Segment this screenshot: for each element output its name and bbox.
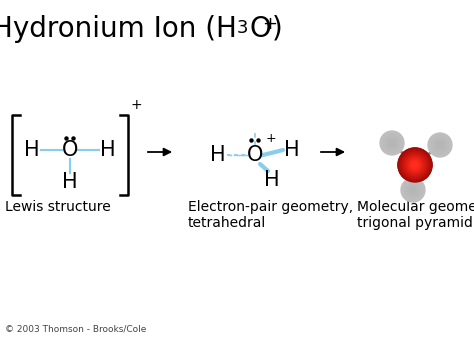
Circle shape (412, 162, 418, 168)
Circle shape (402, 152, 428, 178)
Circle shape (380, 131, 404, 155)
Circle shape (432, 137, 448, 153)
Circle shape (410, 160, 420, 170)
Circle shape (402, 179, 424, 201)
Circle shape (407, 157, 423, 173)
Circle shape (385, 136, 399, 150)
Circle shape (435, 140, 445, 150)
Circle shape (404, 181, 422, 199)
Circle shape (405, 155, 425, 175)
Text: © 2003 Thomson - Brooks/Cole: © 2003 Thomson - Brooks/Cole (5, 324, 146, 333)
Circle shape (409, 159, 421, 171)
Text: Electron-pair geometry,
tetrahedral: Electron-pair geometry, tetrahedral (188, 200, 353, 230)
Circle shape (399, 149, 431, 181)
Circle shape (410, 160, 420, 170)
Circle shape (388, 139, 396, 147)
Circle shape (401, 151, 429, 179)
Text: H: H (100, 140, 116, 160)
Circle shape (403, 153, 427, 177)
Circle shape (439, 144, 441, 146)
Circle shape (401, 178, 425, 202)
Circle shape (431, 136, 449, 154)
Circle shape (436, 141, 444, 149)
Circle shape (413, 163, 417, 167)
Text: +: + (131, 98, 143, 112)
Text: H: H (210, 145, 226, 165)
Text: O: O (62, 140, 78, 160)
Circle shape (409, 159, 421, 171)
Circle shape (403, 180, 423, 200)
Text: H: H (62, 172, 78, 192)
Text: Lewis structure: Lewis structure (5, 200, 111, 214)
Circle shape (403, 153, 427, 177)
Circle shape (399, 149, 431, 181)
Circle shape (389, 140, 395, 146)
Circle shape (400, 150, 430, 180)
Text: H: H (24, 140, 40, 160)
Circle shape (412, 162, 418, 168)
Circle shape (413, 163, 417, 167)
Text: H: H (284, 140, 300, 160)
Circle shape (407, 184, 419, 196)
Circle shape (406, 183, 420, 197)
Circle shape (429, 134, 451, 156)
Circle shape (404, 154, 426, 176)
Text: +: + (262, 15, 277, 33)
Circle shape (401, 151, 429, 179)
Circle shape (414, 164, 416, 166)
Text: ): ) (272, 15, 283, 43)
Circle shape (391, 142, 393, 144)
Circle shape (411, 161, 419, 169)
Text: O: O (247, 145, 263, 165)
Circle shape (405, 182, 421, 198)
Circle shape (428, 133, 452, 157)
Text: +: + (266, 132, 277, 145)
Circle shape (414, 164, 416, 166)
Text: H: H (264, 170, 280, 190)
Circle shape (433, 138, 447, 152)
Circle shape (411, 188, 415, 192)
Circle shape (398, 148, 432, 182)
Circle shape (386, 137, 398, 149)
Circle shape (412, 189, 414, 191)
Circle shape (408, 158, 422, 172)
Circle shape (438, 143, 442, 147)
Circle shape (410, 187, 416, 193)
Circle shape (384, 135, 400, 151)
Text: O: O (250, 15, 272, 43)
Circle shape (434, 139, 446, 151)
Circle shape (387, 138, 397, 148)
Circle shape (400, 150, 430, 180)
Text: 3: 3 (237, 19, 248, 37)
Circle shape (406, 156, 424, 174)
Circle shape (406, 156, 424, 174)
Circle shape (383, 134, 401, 152)
Circle shape (408, 185, 418, 195)
Circle shape (405, 155, 425, 175)
Circle shape (407, 157, 423, 173)
Text: Hydronium Ion (H: Hydronium Ion (H (0, 15, 237, 43)
Circle shape (382, 133, 402, 153)
Circle shape (437, 142, 443, 148)
Circle shape (398, 148, 432, 182)
Circle shape (404, 154, 426, 176)
Text: Molecular geometry,
trigonal pyramid: Molecular geometry, trigonal pyramid (357, 200, 474, 230)
Circle shape (408, 158, 422, 172)
Circle shape (390, 141, 394, 145)
Circle shape (430, 135, 450, 155)
Circle shape (381, 132, 403, 154)
Circle shape (411, 161, 419, 169)
Circle shape (402, 152, 428, 178)
Circle shape (409, 186, 417, 194)
